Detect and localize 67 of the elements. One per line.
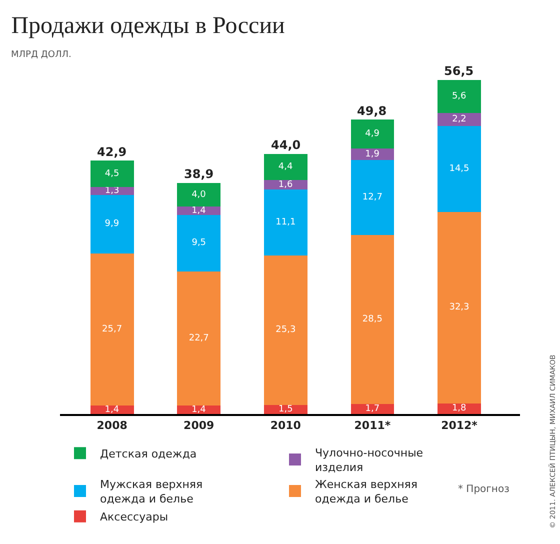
bar xyxy=(177,183,221,207)
data-label: 12,7 xyxy=(362,192,382,203)
bar xyxy=(438,212,481,404)
bar xyxy=(90,187,134,195)
legend-label: Мужская верхняя одежда и белье xyxy=(100,478,203,506)
data-label: 1,4 xyxy=(192,206,206,216)
bar xyxy=(264,255,308,406)
bar xyxy=(264,154,308,180)
total-label: 38,9 xyxy=(184,167,214,181)
total-label: 49,8 xyxy=(357,104,387,118)
data-label: 4,5 xyxy=(104,168,120,179)
x-tick-label: 2010 xyxy=(270,419,302,432)
bar xyxy=(350,404,394,414)
x-tick-label: 2009 xyxy=(184,419,214,432)
data-label: 9,5 xyxy=(192,238,206,248)
bar xyxy=(177,406,221,414)
data-label: 1,4 xyxy=(192,404,206,415)
bar xyxy=(350,160,394,236)
x-tick-label: 2008 xyxy=(96,419,128,432)
bar xyxy=(438,403,481,414)
total-label: 56,5 xyxy=(444,64,474,78)
bar xyxy=(90,194,134,254)
data-label: 22,7 xyxy=(188,333,209,344)
data-label: 1,5 xyxy=(278,404,293,415)
legend-label: Аксессуары xyxy=(100,510,168,524)
legend-label: Женская верхняя одежда и белье xyxy=(315,478,418,506)
total-label: 42,9 xyxy=(97,145,127,159)
data-label: 5,6 xyxy=(452,92,467,102)
x-tick-label: 2011* xyxy=(354,419,391,432)
bar xyxy=(350,120,394,149)
data-label: 25,7 xyxy=(102,324,122,335)
text: * Прогноз xyxy=(458,484,510,495)
bar xyxy=(177,215,221,272)
data-label: 32,3 xyxy=(449,302,470,313)
total-label: 44,0 xyxy=(271,138,301,152)
bar xyxy=(264,405,308,414)
bar xyxy=(264,180,308,190)
legend-label: Чулочно-носочные изделия xyxy=(315,446,424,474)
data-label: 14,5 xyxy=(449,164,470,174)
bar xyxy=(350,235,394,404)
bar xyxy=(177,206,221,216)
y-axis-title: МЛРД ДОЛЛ. xyxy=(11,50,72,60)
data-label: 1,4 xyxy=(104,404,120,415)
data-label: 11,1 xyxy=(276,217,296,228)
data-label: 1,9 xyxy=(365,149,380,160)
data-label: 4,0 xyxy=(192,190,206,200)
bar xyxy=(90,406,134,414)
data-label: 1,6 xyxy=(278,180,293,190)
data-label: 28,5 xyxy=(362,314,382,325)
data-label: 1,7 xyxy=(365,404,380,414)
x-tick-label: 2012* xyxy=(441,419,478,432)
data-label: 9,9 xyxy=(104,219,120,230)
bar xyxy=(264,190,308,256)
data-label: 2,2 xyxy=(452,114,466,125)
bar xyxy=(90,160,134,188)
bar xyxy=(90,254,134,406)
chart-title: Продажи одежды в России xyxy=(11,13,286,40)
bar xyxy=(438,80,481,114)
bar xyxy=(177,271,221,406)
data-label: 4,9 xyxy=(365,129,380,140)
bar xyxy=(438,126,481,212)
bar xyxy=(438,113,481,126)
legend-label: Детская одежда xyxy=(100,447,197,460)
data-label: 4,4 xyxy=(278,162,293,172)
data-label: 1,8 xyxy=(452,404,467,414)
data-label: 25,3 xyxy=(276,325,296,336)
bar xyxy=(350,148,394,160)
